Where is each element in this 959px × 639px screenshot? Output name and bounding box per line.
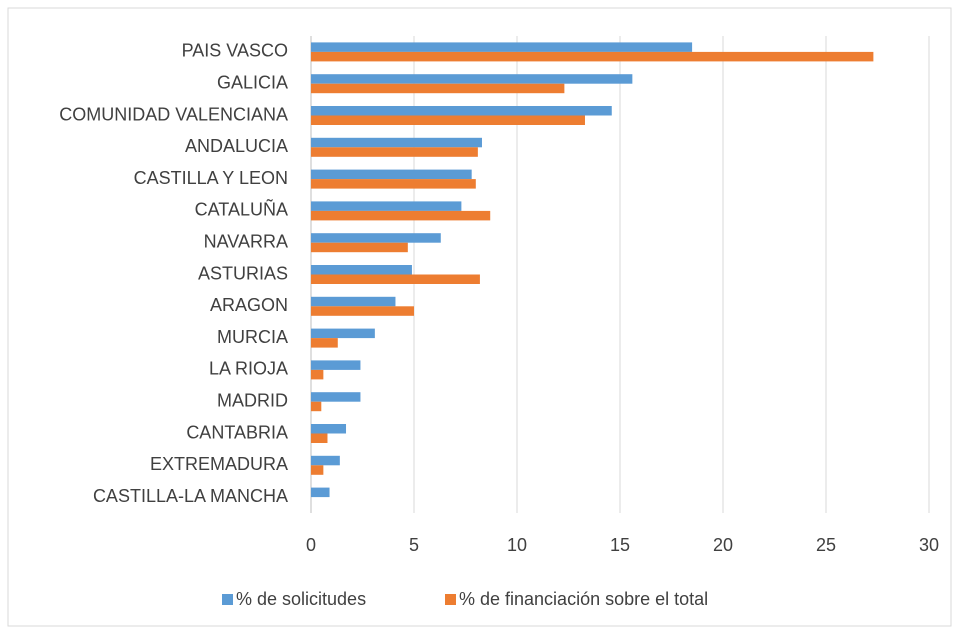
bar xyxy=(311,201,462,211)
y-tick-label: EXTREMADURA xyxy=(150,454,288,474)
bar xyxy=(311,210,491,221)
x-tick-label: 30 xyxy=(919,535,939,555)
y-tick-label: ANDALUCIA xyxy=(185,136,288,156)
y-tick-label: CATALUÑA xyxy=(195,199,288,220)
bar xyxy=(311,42,693,52)
bar xyxy=(311,328,375,339)
bar xyxy=(311,137,482,148)
y-tick-label: LA RIOJA xyxy=(209,359,288,379)
bar xyxy=(311,147,478,157)
bar xyxy=(311,424,347,434)
y-tick-label: COMUNIDAD VALENCIANA xyxy=(59,104,288,124)
bar xyxy=(311,338,338,348)
x-tick-label: 20 xyxy=(713,535,733,555)
y-tick-label: CASTILLA-LA MANCHA xyxy=(93,486,288,506)
bar xyxy=(311,369,324,380)
y-tick-label: MADRID xyxy=(217,390,288,410)
x-tick-label: 10 xyxy=(507,535,527,555)
bar xyxy=(311,242,408,253)
legend-swatch xyxy=(445,594,456,605)
bar xyxy=(311,115,585,125)
bar xyxy=(311,274,480,284)
x-tick-label: 25 xyxy=(816,535,836,555)
x-tick-label: 0 xyxy=(306,535,316,555)
y-tick-label: NAVARRA xyxy=(204,231,288,251)
bar xyxy=(311,455,340,466)
x-tick-label: 15 xyxy=(610,535,630,555)
bar xyxy=(311,433,328,443)
bar xyxy=(311,465,324,475)
legend-label: % de financiación sobre el total xyxy=(459,589,708,609)
y-tick-label: ASTURIAS xyxy=(198,263,288,283)
y-tick-label: CASTILLA Y LEON xyxy=(134,168,288,188)
bar xyxy=(311,169,472,180)
bar xyxy=(311,74,633,84)
bar xyxy=(311,360,361,370)
bar xyxy=(311,487,330,498)
y-tick-label: CANTABRIA xyxy=(186,422,288,442)
bar xyxy=(311,296,396,307)
bar xyxy=(311,401,322,412)
legend-label: % de solicitudes xyxy=(236,589,366,609)
bar xyxy=(311,392,361,402)
bar xyxy=(311,106,612,116)
bar xyxy=(311,233,441,243)
y-tick-label: PAIS VASCO xyxy=(182,41,288,61)
bar xyxy=(311,83,565,94)
bar xyxy=(311,306,414,316)
y-tick-label: GALICIA xyxy=(217,72,288,92)
y-tick-label: MURCIA xyxy=(217,327,288,347)
x-tick-label: 5 xyxy=(409,535,419,555)
bar xyxy=(311,265,412,275)
chart-border xyxy=(7,7,952,627)
bar xyxy=(311,179,476,189)
bar xyxy=(311,51,874,62)
legend-swatch xyxy=(222,594,233,605)
y-tick-label: ARAGON xyxy=(210,295,288,315)
